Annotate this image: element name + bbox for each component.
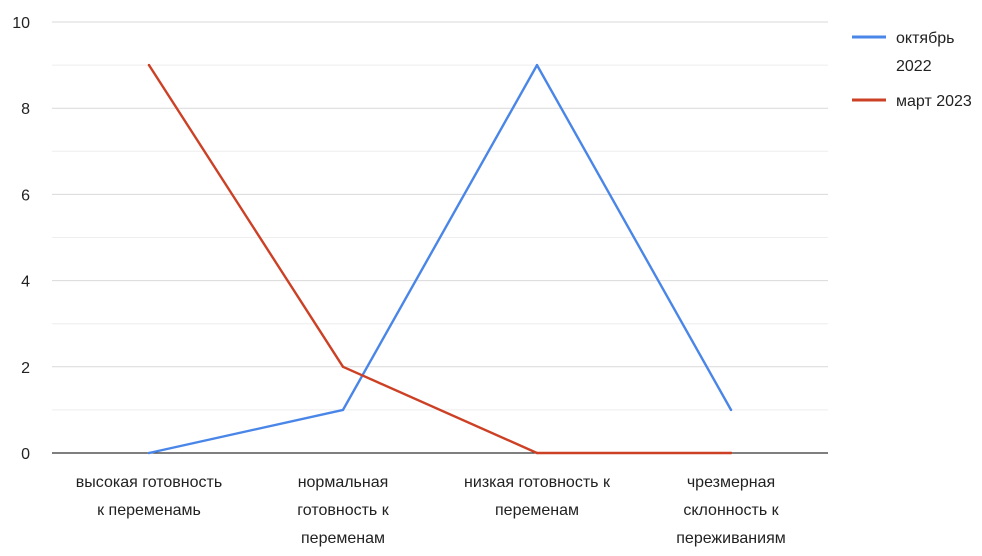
- x-category-label: чрезмерная склонность к переживаниям: [676, 474, 785, 547]
- legend-label-1: октябрь 2022: [896, 30, 954, 75]
- y-tick-label: 4: [21, 274, 30, 291]
- series-point-2: [147, 63, 151, 67]
- x-category-label: нормальная готовность к переменам: [297, 474, 389, 547]
- x-category-label-line: переживаниям: [676, 530, 785, 547]
- x-category-label-line: к переменамь: [97, 502, 201, 519]
- legend-label-2: март 2023: [896, 93, 972, 110]
- x-category-label-line: нормальная: [298, 474, 389, 491]
- series-point-1: [535, 63, 539, 67]
- y-tick-label: 0: [21, 446, 30, 463]
- y-tick-label: 8: [21, 101, 30, 118]
- series-line-1: [147, 63, 733, 455]
- x-category-label-line: переменам: [495, 502, 579, 519]
- x-category-label-line: чрезмерная: [687, 474, 775, 491]
- y-tick-label: 10: [12, 15, 30, 32]
- x-category-label: высокая готовность к переменамь: [76, 474, 222, 519]
- legend-label-line: октябрь: [896, 30, 954, 47]
- series-point-2: [341, 365, 345, 368]
- series-point-1: [729, 408, 733, 412]
- y-tick-label: 6: [21, 187, 30, 204]
- x-category-label-line: готовность к: [297, 502, 389, 519]
- series-point-2: [535, 451, 539, 455]
- x-category-label-line: высокая готовность: [76, 474, 222, 491]
- x-category-label-line: низкая готовность к: [464, 474, 611, 491]
- x-category-label-line: переменам: [301, 530, 385, 547]
- legend-label-line: март 2023: [896, 93, 972, 110]
- series-point-2: [729, 451, 733, 455]
- x-category-label-line: склонность к: [683, 502, 779, 519]
- legend-label-line: 2022: [896, 58, 932, 75]
- y-tick-label: 2: [21, 360, 30, 377]
- series-point-1: [341, 408, 345, 412]
- x-category-label: низкая готовность к переменам: [464, 474, 611, 519]
- series-point-1: [147, 451, 151, 455]
- series-line-2: [147, 63, 733, 455]
